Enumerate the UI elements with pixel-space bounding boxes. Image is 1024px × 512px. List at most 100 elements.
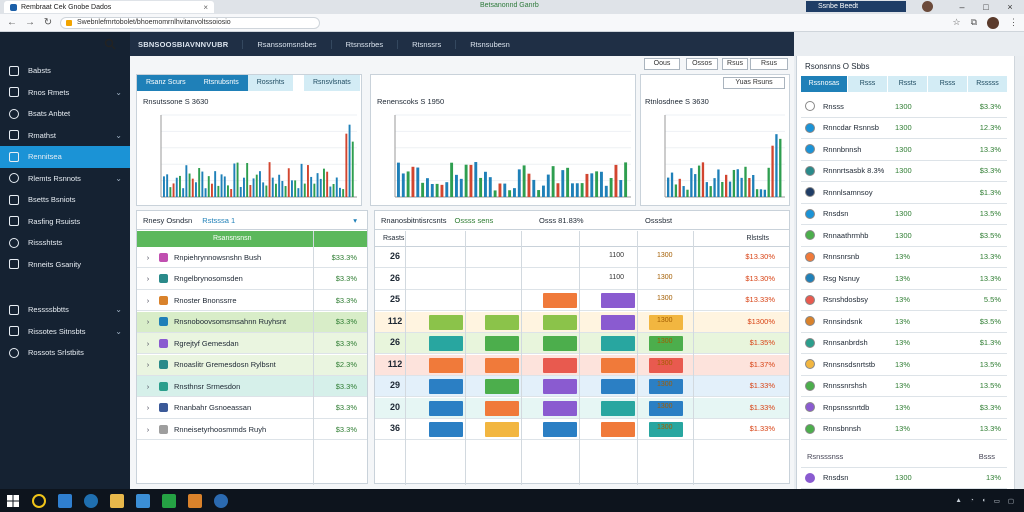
chevron-right-icon[interactable]: › bbox=[146, 317, 150, 326]
window-search[interactable]: Ssnbe Beedt bbox=[806, 1, 906, 12]
maximize-icon[interactable]: □ bbox=[983, 2, 989, 12]
grid-row[interactable]: 26 1300 $1.35% bbox=[375, 333, 789, 354]
grid-row[interactable]: 112 1300 $1.37% bbox=[375, 354, 789, 376]
grid-cell[interactable] bbox=[601, 400, 635, 416]
grid-cell[interactable] bbox=[429, 336, 463, 351]
sidebar-item-items-5[interactable]: Rlemts Rsnnots ⌄ bbox=[0, 168, 130, 190]
grid-row[interactable]: 26 1100 1300 $13.30% bbox=[375, 268, 789, 290]
grid-cell[interactable] bbox=[649, 400, 683, 416]
right-list-item[interactable]: Rnncdar Rsnnsb 1300 12.3% bbox=[801, 118, 1007, 139]
table-row[interactable]: › Rnpiehrynnowsnshn Bush $33.3% bbox=[137, 247, 367, 268]
grid-cell[interactable] bbox=[429, 400, 463, 416]
grid-cell[interactable] bbox=[429, 357, 463, 373]
grid-row[interactable]: 36 1300 $1.33% bbox=[375, 419, 789, 440]
chevron-right-icon[interactable]: › bbox=[146, 381, 150, 391]
table-row[interactable]: › Rngelbrynosomsden $3.3% bbox=[137, 268, 367, 290]
grid-cell[interactable] bbox=[601, 314, 635, 330]
grid-row[interactable]: 29 1300 $1.33% bbox=[375, 376, 789, 397]
right-list-item[interactable]: Rnsss 1300 $3.3% bbox=[801, 96, 1007, 118]
grid-row[interactable]: 26 1100 1300 $13.30% bbox=[375, 247, 789, 268]
archive-icon[interactable] bbox=[188, 493, 202, 508]
back-icon[interactable]: ← bbox=[7, 17, 17, 28]
grid-cell[interactable] bbox=[601, 293, 635, 308]
sidebar-item-items-3[interactable]: Rmathst ⌄ bbox=[0, 125, 130, 147]
reload-icon[interactable]: ↻ bbox=[43, 17, 53, 28]
sidebar-item-items-4[interactable]: Rennitsea bbox=[0, 146, 135, 168]
right-list-item[interactable]: Rsnshdosbsy 13% 5.5% bbox=[801, 290, 1007, 311]
grid-cell[interactable] bbox=[649, 336, 683, 351]
grid-cell[interactable] bbox=[543, 379, 577, 394]
header-nav-1[interactable]: Rsanssomsnsbes bbox=[242, 39, 330, 49]
browser-icon[interactable] bbox=[84, 493, 98, 508]
grid-cell[interactable] bbox=[649, 422, 683, 437]
volume-icon[interactable]: ◖ bbox=[981, 497, 986, 504]
right-list-item[interactable]: Rnnsindsnk 13% $3.5% bbox=[801, 311, 1007, 333]
grid-row[interactable]: 25 1300 $13.33% bbox=[375, 290, 789, 311]
right-tab-1[interactable]: Rssnosas bbox=[801, 76, 847, 92]
sidebar-item-items-1[interactable]: Rnos Rmets ⌄ bbox=[0, 82, 130, 104]
grid-cell[interactable] bbox=[485, 379, 519, 394]
right-list-item[interactable]: Rnpsnssnrtdb 13% $3.3% bbox=[801, 397, 1007, 419]
menu-icon[interactable]: ⋮ bbox=[1009, 17, 1018, 27]
sidebar-item-items-7[interactable]: Rasfing Rsuists bbox=[0, 211, 130, 233]
right-bottom-item[interactable]: Rnsdsn 1300 13% bbox=[801, 468, 1007, 489]
right-tab-4[interactable]: Rsss bbox=[928, 76, 967, 92]
table-row[interactable]: › Rnneisetyrhoosmmds Ruyh $3.3% bbox=[137, 419, 367, 440]
battery-icon[interactable]: ▭ bbox=[993, 497, 1000, 505]
chevron-right-icon[interactable]: › bbox=[146, 424, 150, 434]
sheets-icon[interactable] bbox=[162, 493, 176, 508]
table-row[interactable]: › Rnanbahr Gsnoeassan $3.3% bbox=[137, 397, 367, 419]
sidebar-item-items_lower-2[interactable]: Rossots Srlstbits bbox=[0, 342, 130, 364]
chart-tab-3[interactable]: Rossrhts bbox=[247, 75, 294, 91]
header-nav-4[interactable]: Rtsnsubesn bbox=[455, 39, 524, 49]
url-input[interactable]: Swebnlefmrtobolet/bhoemomrnlhvitanvoltss… bbox=[60, 16, 320, 29]
sidebar-item-items-0[interactable]: Babsts bbox=[0, 60, 130, 82]
toolbar-button-3[interactable]: Rsus bbox=[722, 58, 748, 70]
wifi-icon[interactable]: ◔ bbox=[969, 497, 974, 504]
right-tab-5[interactable]: Rsssss bbox=[968, 76, 1007, 92]
grid-cell[interactable] bbox=[543, 336, 577, 351]
forward-icon[interactable]: → bbox=[25, 17, 35, 28]
bookmark-star-icon[interactable]: ☆ bbox=[952, 17, 961, 27]
extensions-icon[interactable]: ⧉ bbox=[970, 17, 977, 27]
browser-tab[interactable]: Rembraat Cek Gnobe Dados × bbox=[4, 1, 214, 13]
notification-icon[interactable]: ▢ bbox=[1007, 497, 1014, 505]
grid-cell[interactable] bbox=[649, 379, 683, 394]
store-icon[interactable] bbox=[58, 493, 72, 508]
chevron-right-icon[interactable]: › bbox=[146, 252, 150, 262]
grid-cell[interactable] bbox=[485, 314, 519, 330]
right-tab-2[interactable]: Rsss bbox=[848, 76, 887, 92]
grid-cell[interactable] bbox=[429, 422, 463, 437]
grid-cell[interactable] bbox=[429, 314, 463, 330]
grid-cell[interactable] bbox=[601, 336, 635, 351]
folder-icon[interactable] bbox=[110, 493, 124, 508]
right-tab-3[interactable]: Rssts bbox=[888, 76, 927, 92]
grid-cell[interactable] bbox=[485, 336, 519, 351]
grid-cell[interactable] bbox=[649, 357, 683, 373]
search-icon[interactable] bbox=[104, 38, 116, 50]
grid-row[interactable]: 20 1300 $1.33% bbox=[375, 397, 789, 419]
right-list-item[interactable]: Rsg Nsnuy 13% 13.3% bbox=[801, 268, 1007, 290]
toolbar-button-1[interactable]: Oous bbox=[644, 58, 680, 70]
account-avatar[interactable] bbox=[987, 16, 999, 29]
minimize-icon[interactable]: – bbox=[959, 2, 965, 12]
grid-cell[interactable] bbox=[429, 379, 463, 394]
grid-cell[interactable] bbox=[543, 400, 577, 416]
right-list-item[interactable]: Rnnsbnnsh 13% 13.3% bbox=[801, 419, 1007, 440]
table-row[interactable]: › Rnsthnsr Srmesdon $3.3% bbox=[137, 376, 367, 397]
grid-row[interactable]: 112 1300 $1300% bbox=[375, 311, 789, 333]
right-list-item[interactable]: Rnnnlsamnsoy $1.3% bbox=[801, 182, 1007, 204]
sidebar-item-items-8[interactable]: Rissshtsts bbox=[0, 232, 130, 254]
profile-avatar[interactable] bbox=[922, 1, 933, 12]
table-row[interactable]: › Rnoster Bnonssrre $3.3% bbox=[137, 290, 367, 311]
right-list-item[interactable]: Rnsdsn 1300 13.5% bbox=[801, 204, 1007, 225]
chevron-right-icon[interactable]: › bbox=[146, 360, 150, 369]
grid-cell[interactable] bbox=[543, 422, 577, 437]
sidebar-item-items-6[interactable]: Bsetts Bsniots bbox=[0, 189, 130, 211]
grid-cell[interactable] bbox=[601, 422, 635, 437]
chevron-right-icon[interactable]: › bbox=[146, 338, 150, 348]
app-icon[interactable] bbox=[136, 493, 150, 508]
right-list-item[interactable]: Rnnaathrmhb 1300 $3.5% bbox=[801, 225, 1007, 247]
grid-cell[interactable] bbox=[485, 422, 519, 437]
table-row[interactable]: › Rnoaslitr Gremesdosn Rylbsnt $2.3% bbox=[137, 354, 367, 376]
